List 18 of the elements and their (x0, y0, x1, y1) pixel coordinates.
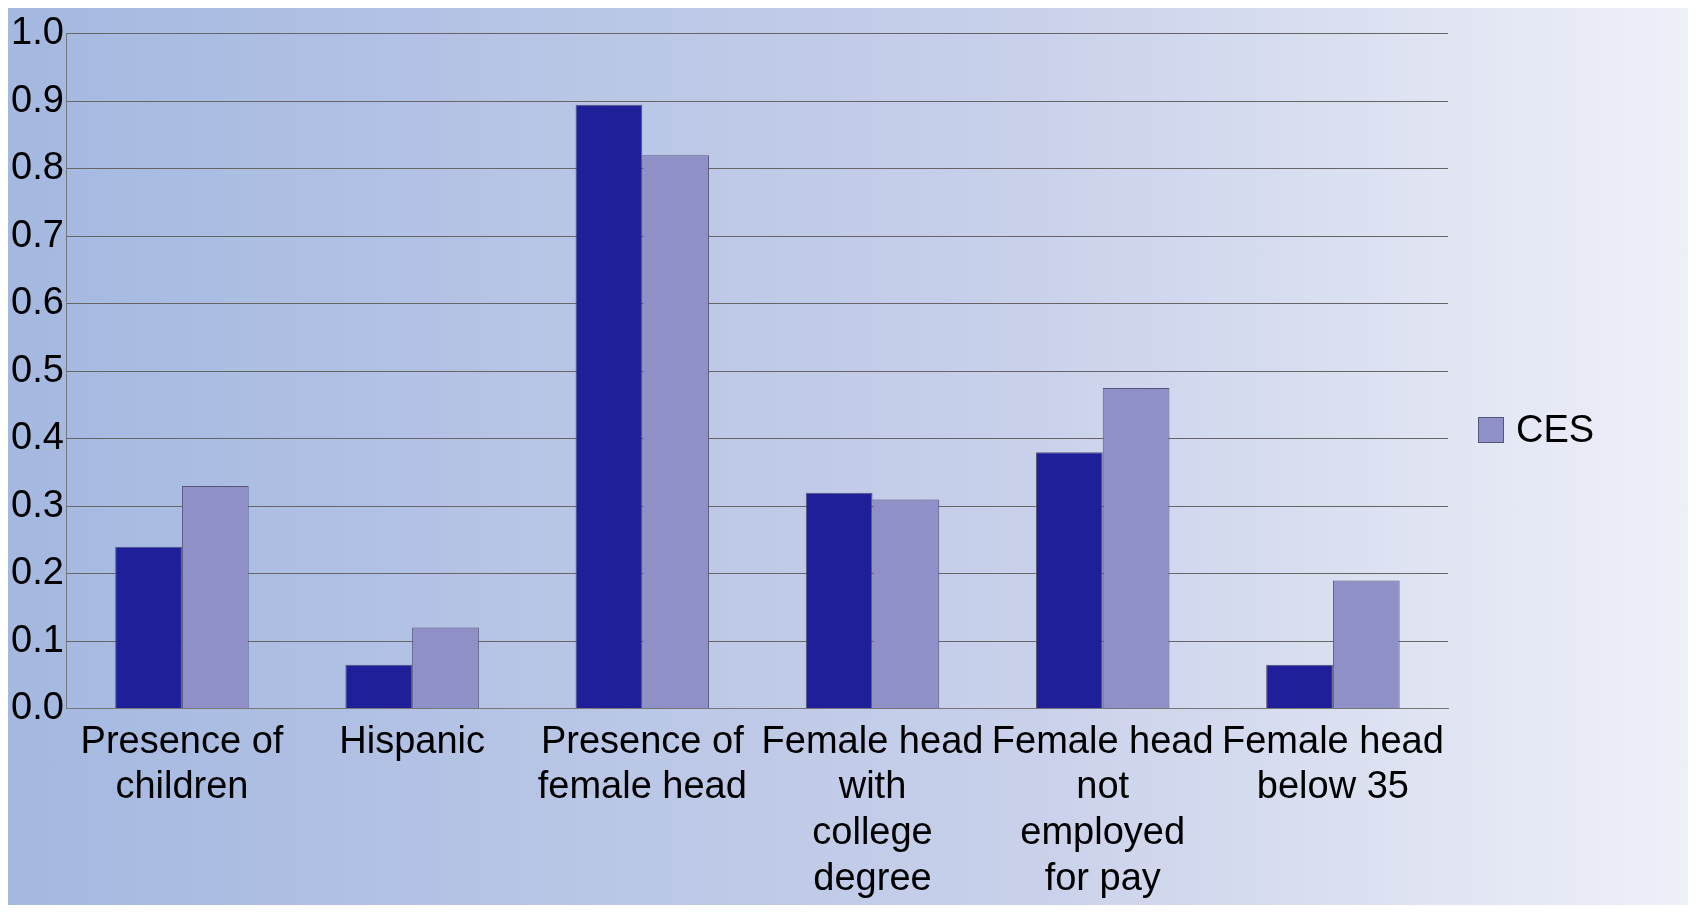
y-tick-label: 0.2 (11, 550, 64, 593)
text: CES (1516, 408, 1595, 451)
y-tick-label: 0.5 (11, 347, 64, 390)
x-tick-label: Presence of children (80, 718, 284, 807)
y-tick-label: 1.0 (11, 10, 64, 53)
y-tick-label: 0.7 (11, 212, 64, 255)
y-tick-label: 0.9 (11, 77, 64, 120)
x-tick-label: Female head with college degree (761, 718, 984, 898)
y-tick-label: 0.4 (11, 415, 64, 458)
y-tick-label: 0.8 (11, 145, 64, 188)
x-tick-label: Hispanic (339, 718, 485, 761)
y-tick-label: 0.1 (11, 617, 64, 660)
y-tick-label: 0.6 (11, 280, 64, 323)
y-tick-label: 0.0 (11, 685, 64, 728)
x-tick-label: Presence of female head (537, 718, 747, 807)
x-tick-label: Female head not employed for pay (991, 718, 1214, 898)
x-tick-label: Female head below 35 (1222, 718, 1444, 807)
y-tick-label: 0.3 (11, 482, 64, 525)
